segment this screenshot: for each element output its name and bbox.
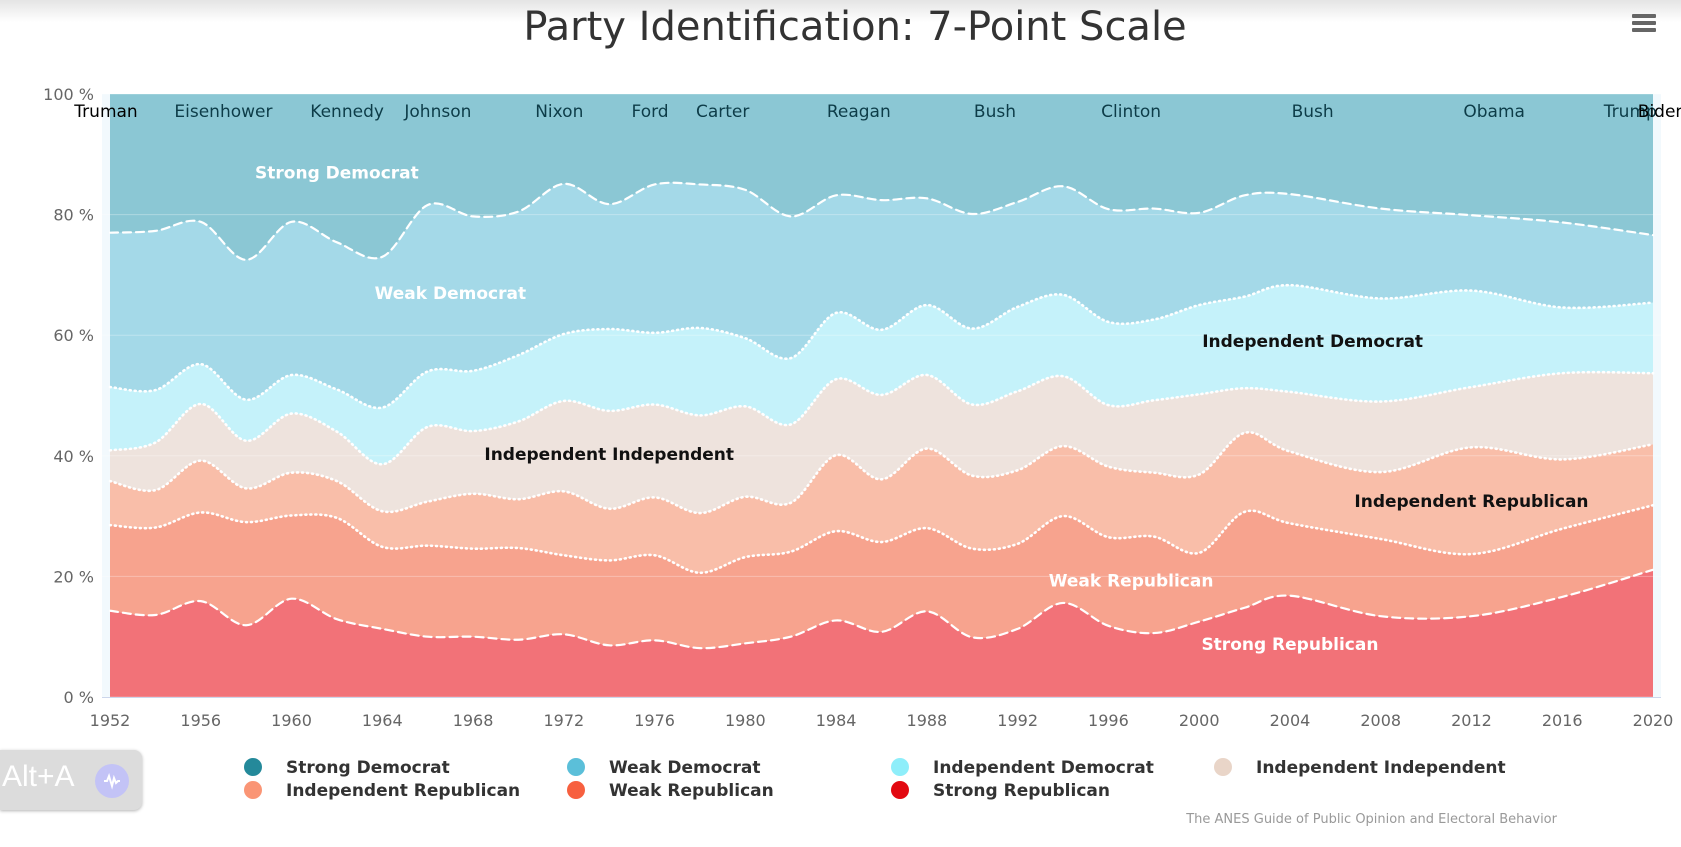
series-label: Independent Independent: [484, 445, 734, 465]
president-label: Eisenhower: [174, 102, 272, 122]
y-tick-label: 80 %: [53, 206, 94, 225]
area-weak-republican: [110, 505, 1653, 649]
legend-label: Independent Republican: [286, 781, 521, 801]
x-tick-label: 1964: [362, 711, 403, 730]
president-label: Carter: [696, 102, 749, 122]
president-label: Clinton: [1101, 102, 1161, 122]
legend-color-dot: [1214, 758, 1232, 776]
y-tick-label: 0 %: [64, 688, 94, 707]
legend-color-dot: [567, 781, 585, 799]
area-strong-republican: [110, 569, 1653, 697]
legend-label: Independent Democrat: [933, 758, 1154, 778]
legend-label: Weak Democrat: [609, 758, 761, 778]
legend-color-dot: [244, 758, 262, 776]
x-tick-label: 2004: [1270, 711, 1311, 730]
legend-color-dot: [567, 758, 585, 776]
president-label: Reagan: [827, 102, 891, 122]
chart-credits[interactable]: The ANES Guide of Public Opinion and Ele…: [1186, 812, 1557, 827]
president-label: Trump: [1603, 102, 1657, 122]
x-axis-labels: 1952 1956 1960 1964 1968 1972 1976 1980 1984 1988…: [90, 711, 1674, 730]
legend-label: Strong Republican: [933, 781, 1110, 801]
x-tick-label: 1992: [997, 711, 1038, 730]
x-tick-label: 2000: [1179, 711, 1220, 730]
hamburger-menu-icon[interactable]: [1632, 14, 1656, 34]
x-tick-label: 2016: [1542, 711, 1583, 730]
president-label: Bush: [1292, 102, 1334, 122]
x-tick-label: 1996: [1088, 711, 1129, 730]
legend-label: Independent Independent: [1256, 758, 1506, 778]
y-tick-label: 60 %: [53, 326, 94, 345]
x-tick-label: 2008: [1360, 711, 1401, 730]
president-label: Nixon: [535, 102, 583, 122]
audio-wave-icon: [95, 764, 129, 798]
president-label: Obama: [1463, 102, 1525, 122]
series-label: Weak Democrat: [375, 284, 526, 304]
boundary-line-weak-democrat: [108, 181, 1655, 261]
series-labels: Strong Democrat Weak Democrat Independent …: [255, 163, 1588, 655]
area-independent-republican: [110, 432, 1653, 573]
boundary-line-independent-republican: [108, 431, 1655, 515]
legend-label: Strong Democrat: [286, 758, 450, 778]
x-tick-label: 1988: [907, 711, 948, 730]
legend-label: Weak Republican: [609, 781, 774, 801]
x-tick-label: 2020: [1633, 711, 1674, 730]
area-weak-democrat: [110, 182, 1653, 408]
boundary-line-independent-democrat: [108, 283, 1655, 410]
top-shadow-bar: [0, 0, 1681, 22]
president-label: Bush: [974, 102, 1016, 122]
president-label: Ford: [632, 102, 669, 122]
area-independent-democrat: [110, 285, 1653, 465]
chart-title: Party Identification: 7-Point Scale: [523, 4, 1187, 50]
boundary-line-strong-republican: [108, 568, 1655, 650]
boundary-lines: [108, 181, 1655, 650]
series-label: Strong Republican: [1201, 635, 1378, 655]
chart-plot: 0 % 20 % 40 % 60 % 80 % 100 % 1952 1956 1960 1964…: [43, 85, 1681, 730]
x-tick-label: 1968: [453, 711, 494, 730]
president-labels: Truman Eisenhower Kennedy Johnson Nixon Ford C…: [73, 102, 1681, 122]
x-tick-label: 1984: [816, 711, 857, 730]
x-tick-label: 1952: [90, 711, 131, 730]
y-tick-label: 20 %: [53, 567, 94, 586]
x-tick-label: 1956: [180, 711, 221, 730]
legend-color-dot: [891, 758, 909, 776]
president-label: Johnson: [403, 102, 471, 122]
president-label: Truman: [73, 102, 137, 122]
x-tick-label: 1960: [271, 711, 312, 730]
area-series-group: [110, 94, 1653, 697]
series-label: Weak Republican: [1049, 572, 1214, 592]
y-tick-label: 40 %: [53, 447, 94, 466]
president-label: Biden: [1638, 102, 1681, 122]
area-independent-independent: [110, 372, 1653, 514]
boundary-line-weak-republican: [108, 503, 1655, 575]
series-label: Independent Republican: [1354, 492, 1588, 512]
x-tick-label: 1976: [634, 711, 675, 730]
y-tick-label: 100 %: [43, 85, 94, 104]
legend-color-dot: [244, 781, 262, 799]
area-strong-democrat: [110, 94, 1653, 260]
president-label: Kennedy: [310, 102, 384, 122]
alt-shortcut-badge[interactable]: Alt+A: [0, 750, 142, 810]
x-tick-label: 1972: [543, 711, 584, 730]
boundary-line-independent-independent: [108, 370, 1655, 466]
series-label: Independent Democrat: [1202, 332, 1423, 352]
alt-shortcut-label: Alt+A: [2, 760, 75, 793]
series-label: Strong Democrat: [255, 163, 419, 183]
x-tick-label: 1980: [725, 711, 766, 730]
legend-color-dot: [891, 781, 909, 799]
y-axis-labels: 0 % 20 % 40 % 60 % 80 % 100 %: [43, 85, 94, 707]
x-tick-label: 2012: [1451, 711, 1492, 730]
